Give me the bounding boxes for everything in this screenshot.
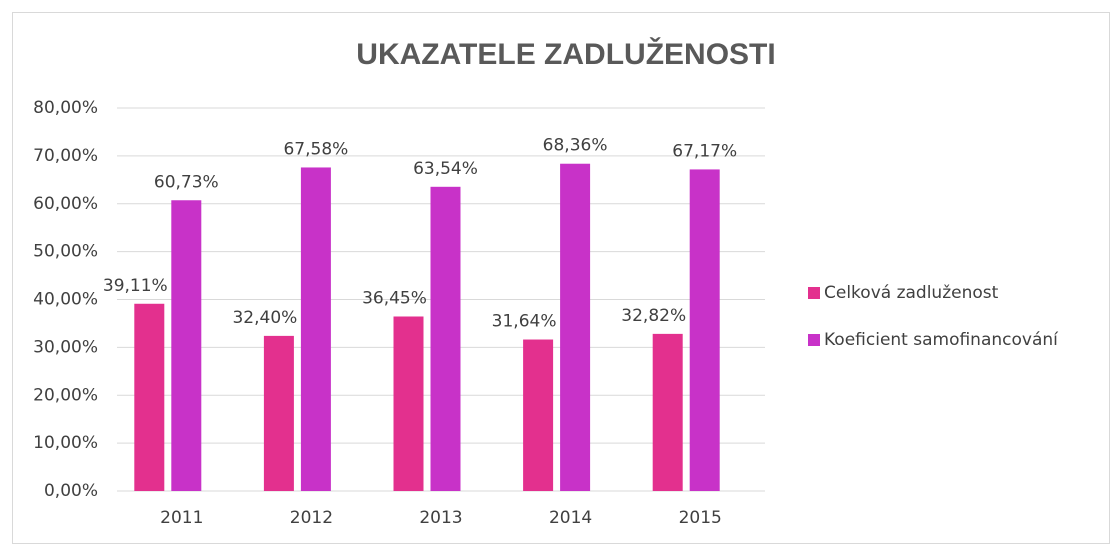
value-label: 39,11% — [103, 276, 168, 296]
value-label: 63,54% — [413, 159, 478, 179]
bar — [430, 186, 461, 491]
value-label: 32,40% — [232, 308, 297, 328]
y-tick-label: 0,00% — [44, 481, 98, 501]
bar — [523, 339, 554, 491]
bar — [171, 200, 202, 491]
bar — [689, 169, 720, 491]
y-tick-label: 50,00% — [33, 242, 98, 262]
legend-label: Celková zadluženost — [824, 283, 999, 303]
x-tick-label: 2012 — [290, 508, 333, 528]
legend-label: Koeficient samofinancování — [824, 330, 1059, 350]
value-label: 60,73% — [154, 172, 219, 192]
legend-swatch — [808, 287, 820, 299]
x-tick-label: 2015 — [679, 508, 722, 528]
bar — [300, 167, 331, 491]
y-tick-label: 60,00% — [33, 194, 98, 214]
x-tick-label: 2011 — [160, 508, 203, 528]
value-label: 67,17% — [672, 141, 737, 161]
y-tick-label: 40,00% — [33, 290, 98, 310]
value-label: 31,64% — [492, 312, 557, 332]
bar — [263, 335, 294, 491]
legend-swatch — [808, 334, 820, 346]
bar — [652, 333, 683, 491]
bar — [560, 163, 591, 491]
bar — [393, 316, 424, 491]
y-tick-label: 70,00% — [33, 146, 98, 166]
x-tick-label: 2014 — [549, 508, 592, 528]
x-tick-label: 2013 — [419, 508, 462, 528]
bar — [134, 303, 165, 491]
value-label: 67,58% — [283, 139, 348, 159]
value-label: 32,82% — [621, 306, 686, 326]
chart-title: UKAZATELE ZADLUŽENOSTI — [356, 37, 775, 71]
value-label: 36,45% — [362, 288, 427, 308]
y-tick-label: 30,00% — [33, 337, 98, 357]
value-label: 68,36% — [543, 136, 608, 156]
y-tick-label: 80,00% — [33, 98, 98, 118]
y-tick-label: 10,00% — [33, 433, 98, 453]
y-tick-label: 20,00% — [33, 385, 98, 405]
